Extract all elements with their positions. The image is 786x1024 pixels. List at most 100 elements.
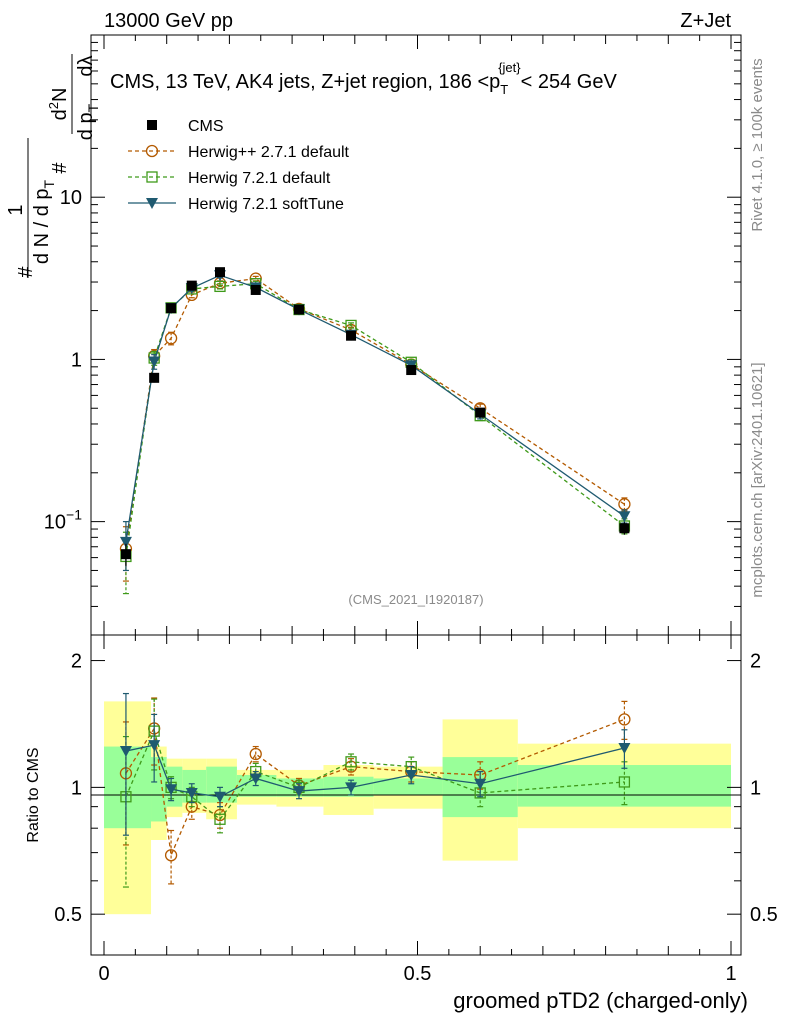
series-2-point-4 — [214, 280, 226, 293]
y-label-denominator: d N / d pT — [31, 179, 57, 264]
series-2-line — [125, 283, 625, 557]
ratio-ticks: 0.5 0.5 1 1 2 2 — [54, 635, 778, 956]
ratio-tick-label-right-0: 0.5 — [750, 904, 778, 926]
series-0-main — [120, 267, 630, 567]
series-1-line — [125, 277, 625, 549]
series-3-ratio-point-4 — [213, 791, 226, 803]
series-3-main — [119, 270, 631, 572]
main-series-layer — [119, 267, 631, 595]
y-axis-label: # 1 d N / d pT # d2N d pT dλ — [5, 54, 101, 278]
y-label-dpt: d pT — [75, 103, 101, 140]
y-tick-label-base-2: 10 — [60, 187, 82, 209]
x-tick-label-2: 1 — [725, 963, 736, 985]
legend-item-1-marker — [145, 144, 159, 158]
y-label-d2n: d2N — [46, 88, 71, 121]
series-2-ratio-point-10 — [618, 776, 631, 788]
series-3-ratio-point-6 — [292, 786, 305, 798]
series-1-ratio-point-5 — [249, 747, 262, 761]
series-3-ratio — [119, 692, 631, 836]
series-3-ratio-point-0 — [119, 745, 132, 757]
y-label-denom-sub: T — [41, 179, 57, 188]
main-panel: 10−1 1 10 CMS, 13 TeV, AK4 jets, Z+jet reg… — [44, 34, 742, 636]
series-3-ratio-point-10 — [618, 743, 631, 755]
watermark: (CMS_2021_I1920187) — [348, 592, 483, 607]
legend-item-0-marker — [147, 120, 157, 130]
series-1-ratio-line — [125, 718, 625, 858]
series-3-ratio-point-7 — [345, 782, 358, 794]
x-tick-label-1: 0.5 — [404, 963, 432, 985]
y-label-hash-2: # — [49, 162, 71, 174]
series-0-point-5 — [250, 284, 261, 295]
ratio-tick-label-right-2: 2 — [750, 651, 761, 673]
band-inner-1 — [151, 757, 167, 822]
y-label-d2n-d: d — [49, 109, 71, 120]
y-tick-label-0: 10−1 — [44, 507, 82, 534]
title-pre: CMS, 13 TeV, AK4 jets, Z+jet region, 186… — [110, 71, 500, 93]
series-0-point-3 — [186, 280, 197, 291]
series-3-ratio-point-5 — [249, 773, 262, 785]
legend-item-0-label: CMS — [188, 118, 224, 135]
side-text-bottom: mcplots.cern.ch [arXiv:2401.10621] — [749, 362, 766, 597]
ratio-tick-label-left-2: 2 — [71, 651, 82, 673]
band-inner-10 — [517, 765, 731, 807]
header-right: Z+Jet — [680, 10, 731, 32]
header-left: 13000 GeV pp — [104, 10, 233, 32]
series-3-point-10 — [618, 511, 631, 523]
y-label-dpt-sub: T — [85, 103, 101, 112]
title-post: < 254 GeV — [521, 71, 618, 93]
x-tick-labels: 0 0.5 1 — [98, 963, 736, 985]
series-1-ratio-point-10 — [618, 713, 631, 726]
ratio-tick-label-left-0: 0.5 — [54, 904, 82, 926]
plot-title: CMS, 13 TeV, AK4 jets, Z+jet region, 186… — [110, 60, 617, 97]
ratio-series-layer — [119, 692, 631, 888]
ratio-tick-label-right-1: 1 — [750, 777, 761, 799]
legend-item-1-label: Herwig++ 2.7.1 default — [188, 144, 350, 161]
x-axis-label: groomed pTD2 (charged-only) — [453, 988, 748, 1013]
y-label-denom-text: d N / d p — [31, 188, 53, 264]
series-3-ratio-point-2 — [165, 784, 178, 796]
series-1-main — [119, 272, 631, 582]
series-0-point-1 — [149, 372, 160, 383]
band-inner-8 — [373, 778, 443, 795]
y-label-dlambda: dλ — [75, 55, 97, 76]
series-0-point-10 — [619, 523, 630, 534]
legend-item-2-marker — [146, 171, 158, 183]
series-3-point-1 — [148, 356, 161, 368]
y-label-d2n-sup: 2 — [46, 102, 61, 109]
series-0-point-0 — [120, 549, 131, 560]
title-sup: {jet} — [498, 60, 521, 75]
y-label-d2n-n: N — [49, 88, 71, 102]
band-inner-3 — [182, 769, 207, 803]
ratio-panel: 0.5 0.5 1 1 2 2 Ratio to CMS — [25, 634, 778, 956]
legend: CMS Herwig++ 2.7.1 default Herwig 7.2.1 de… — [128, 118, 350, 213]
y-tick-label-base-1: 1 — [71, 349, 82, 371]
series-1-point-2 — [164, 332, 178, 345]
series-0-point-8 — [406, 365, 417, 376]
legend-item-3-label: Herwig 7.2.1 softTune — [188, 196, 344, 213]
series-3-point-0 — [119, 536, 132, 548]
series-3-ratio-point-3 — [185, 787, 198, 799]
series-0-point-6 — [293, 304, 304, 315]
legend-item-3-marker — [146, 198, 158, 209]
ratio-bands — [104, 701, 731, 915]
series-3-ratio-point-9 — [474, 778, 487, 790]
x-tick-label-0: 0 — [98, 963, 109, 985]
y-label-dpt-text: d p — [75, 112, 97, 140]
side-text-top: Rivet 4.1.0, ≥ 100k events — [749, 58, 766, 231]
series-3-ratio-point-8 — [405, 769, 418, 781]
series-0-point-7 — [346, 330, 357, 341]
series-3-line — [125, 274, 625, 542]
series-0-point-9 — [475, 407, 486, 418]
y-tick-label-exp-0: −1 — [66, 507, 82, 523]
series-0-point-4 — [214, 267, 225, 278]
band-inner-0 — [104, 746, 152, 829]
series-1-ratio-point-2 — [164, 849, 178, 862]
ratio-y-label: Ratio to CMS — [25, 747, 42, 842]
series-3-ratio-point-1 — [148, 740, 161, 752]
series-2-main — [120, 278, 631, 595]
y-label-one: 1 — [5, 204, 27, 215]
ratio-tick-label-left-1: 1 — [71, 777, 82, 799]
series-2-ratio-point-7 — [345, 756, 357, 768]
series-2-ratio-point-4 — [214, 813, 226, 825]
